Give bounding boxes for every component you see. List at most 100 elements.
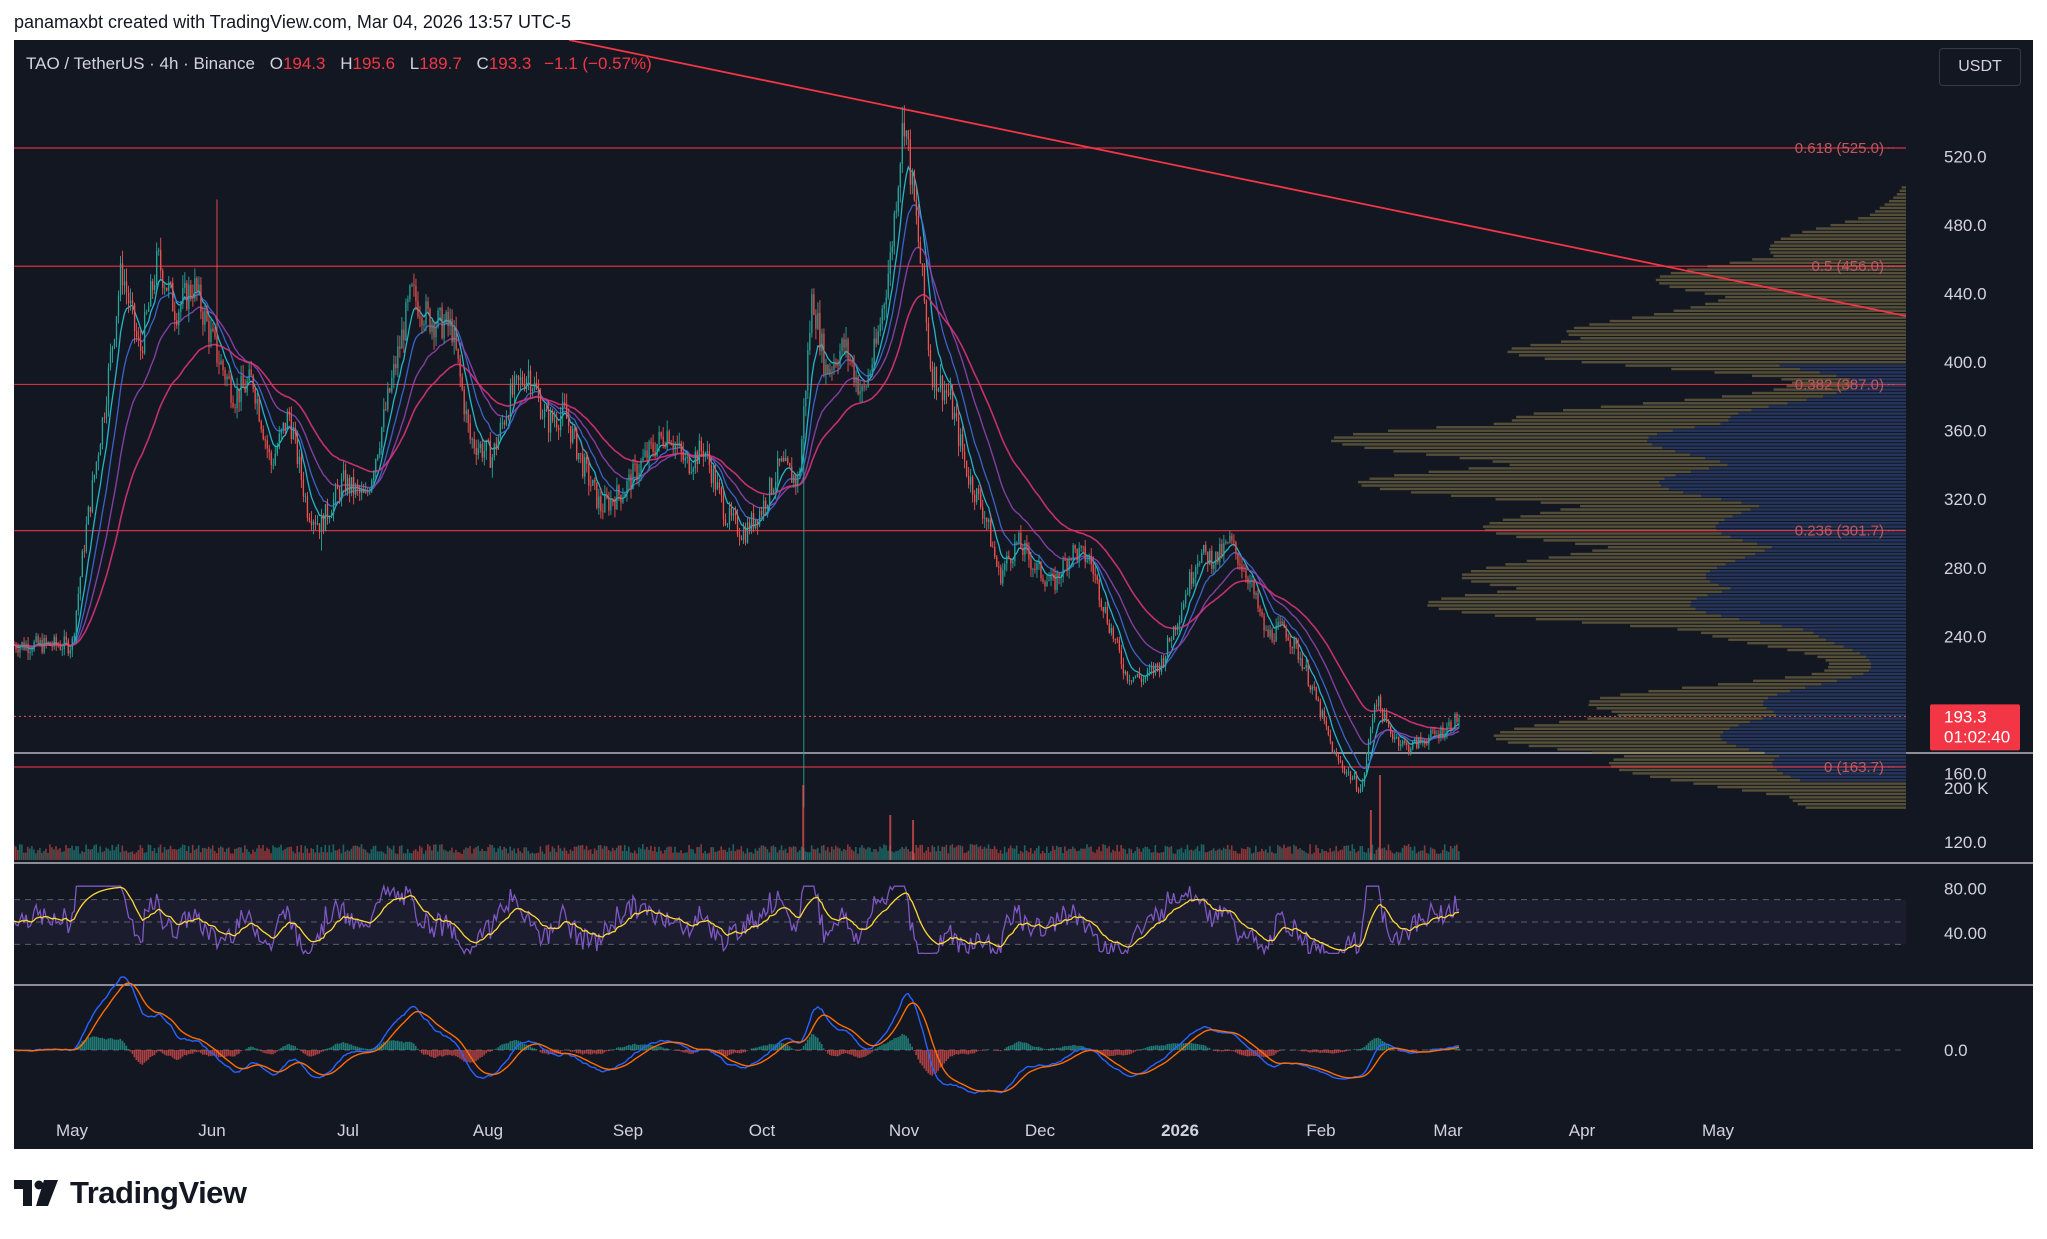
candle-body bbox=[254, 388, 256, 404]
volume-bar bbox=[503, 846, 505, 860]
volume-bar bbox=[1389, 850, 1392, 860]
macd-histogram-bar bbox=[308, 1050, 311, 1057]
tradingview-logo[interactable]: TradingView bbox=[14, 1173, 247, 1213]
candle-body bbox=[1434, 730, 1436, 734]
volume-bar bbox=[1445, 850, 1448, 860]
macd-histogram-bar bbox=[1130, 1050, 1133, 1054]
currency-button[interactable]: USDT bbox=[1939, 48, 2021, 86]
candle-body bbox=[491, 457, 493, 468]
volume-bar bbox=[125, 850, 128, 860]
macd-histogram-bar bbox=[1062, 1046, 1064, 1050]
open-value: 194.3 bbox=[282, 54, 326, 73]
macd-histogram-bar bbox=[362, 1048, 365, 1050]
volume-bar bbox=[1168, 847, 1171, 860]
macd-histogram-bar bbox=[493, 1049, 495, 1050]
macd-histogram-bar bbox=[857, 1050, 859, 1058]
chart-canvas[interactable]: 0.618 (525.0)0.5 (456.0)0.382 (387.0)0.2… bbox=[14, 40, 2033, 1149]
volume-profile-bar bbox=[1333, 436, 1649, 439]
volume-bar bbox=[849, 846, 851, 860]
volume-bar bbox=[581, 845, 584, 860]
volume-bar bbox=[254, 851, 256, 860]
candle-body bbox=[1255, 593, 1257, 595]
chart-frame[interactable]: 0.618 (525.0) 0.5 (456.0) 0.382 (387.0) 0.2… bbox=[14, 40, 2033, 1149]
volume-bar bbox=[1029, 847, 1032, 860]
candle-body bbox=[945, 390, 948, 393]
candle-body bbox=[322, 514, 325, 532]
macd-histogram-bar bbox=[770, 1044, 773, 1050]
candle-body bbox=[1251, 580, 1253, 582]
macd-histogram-bar bbox=[360, 1047, 363, 1050]
volume-bar bbox=[537, 852, 540, 860]
macd-histogram-bar bbox=[234, 1050, 236, 1057]
volume-bar bbox=[1295, 846, 1297, 860]
volume-bar bbox=[943, 847, 946, 860]
macd-histogram-bar bbox=[276, 1050, 278, 1052]
candle-body bbox=[246, 380, 248, 393]
volume-bar bbox=[1001, 853, 1004, 860]
volume-bar bbox=[587, 850, 590, 860]
macd-histogram-bar bbox=[290, 1045, 292, 1050]
macd-histogram-bar bbox=[690, 1050, 692, 1054]
volume-bar bbox=[553, 848, 556, 860]
volume-profile-value-area-bar bbox=[1851, 676, 1906, 679]
volume-profile-bar bbox=[1560, 340, 1906, 343]
candle-body bbox=[835, 362, 837, 366]
volume-bar bbox=[354, 845, 357, 860]
macd-histogram-bar bbox=[475, 1050, 477, 1062]
volume-bar bbox=[360, 844, 363, 860]
volume-bar bbox=[1451, 848, 1454, 860]
candle-body bbox=[1217, 551, 1219, 563]
macd-histogram-bar bbox=[485, 1050, 487, 1054]
candle-body bbox=[570, 425, 572, 443]
volume-profile-value-area-bar bbox=[1710, 570, 1906, 573]
candle-body bbox=[1172, 626, 1175, 640]
volume-bar bbox=[539, 846, 542, 860]
volume-profile-value-area-bar bbox=[1690, 604, 1906, 607]
macd-histogram-bar bbox=[802, 1045, 805, 1050]
candle-body bbox=[851, 361, 853, 363]
macd-histogram-bar bbox=[891, 1039, 893, 1050]
symbol-name[interactable]: TAO / TetherUS · 4h · Binance bbox=[26, 54, 255, 73]
volume-profile-bar bbox=[1596, 707, 1767, 710]
volume-bar bbox=[985, 848, 988, 860]
candle-body bbox=[332, 499, 335, 515]
volume-bar bbox=[853, 851, 855, 860]
candle-body bbox=[1060, 577, 1062, 579]
candle-body bbox=[728, 507, 731, 525]
macd-histogram-bar bbox=[561, 1050, 564, 1051]
macd-histogram-bar bbox=[1190, 1043, 1193, 1050]
volume-profile-bar bbox=[1535, 617, 1740, 621]
candle-body bbox=[377, 454, 379, 460]
macd-histogram-bar bbox=[1329, 1050, 1331, 1054]
volume-bar bbox=[834, 845, 837, 860]
macd-histogram-bar bbox=[418, 1050, 421, 1052]
volume-bar bbox=[1027, 852, 1030, 860]
volume-bar bbox=[222, 847, 224, 860]
candle-body bbox=[666, 431, 668, 448]
candle-body bbox=[877, 331, 879, 344]
candle-body bbox=[342, 470, 345, 480]
candle-body bbox=[465, 410, 467, 415]
volume-bar bbox=[1425, 852, 1428, 860]
macd-histogram-bar bbox=[728, 1050, 731, 1055]
volume-bar bbox=[1144, 846, 1147, 860]
candle-body bbox=[515, 375, 518, 377]
candle-body bbox=[839, 351, 841, 367]
high-value: 195.6 bbox=[352, 54, 396, 73]
macd-histogram-bar bbox=[1341, 1050, 1344, 1053]
macd-histogram-bar bbox=[1218, 1050, 1221, 1052]
candle-body bbox=[1329, 734, 1332, 742]
macd-histogram-bar bbox=[621, 1047, 624, 1050]
volume-bar bbox=[977, 847, 980, 860]
macd-histogram-bar bbox=[1168, 1043, 1171, 1050]
candle-body bbox=[1094, 574, 1096, 576]
candle-body bbox=[1211, 550, 1213, 569]
candle-body bbox=[234, 407, 236, 409]
candle-body bbox=[1279, 622, 1281, 624]
candle-body bbox=[777, 458, 779, 482]
volume-bar bbox=[338, 848, 341, 860]
volume-profile-value-area-bar bbox=[1849, 378, 1906, 381]
candle-body bbox=[383, 408, 385, 428]
macd-histogram-bar bbox=[955, 1050, 958, 1055]
macd-histogram-bar bbox=[997, 1050, 1000, 1051]
